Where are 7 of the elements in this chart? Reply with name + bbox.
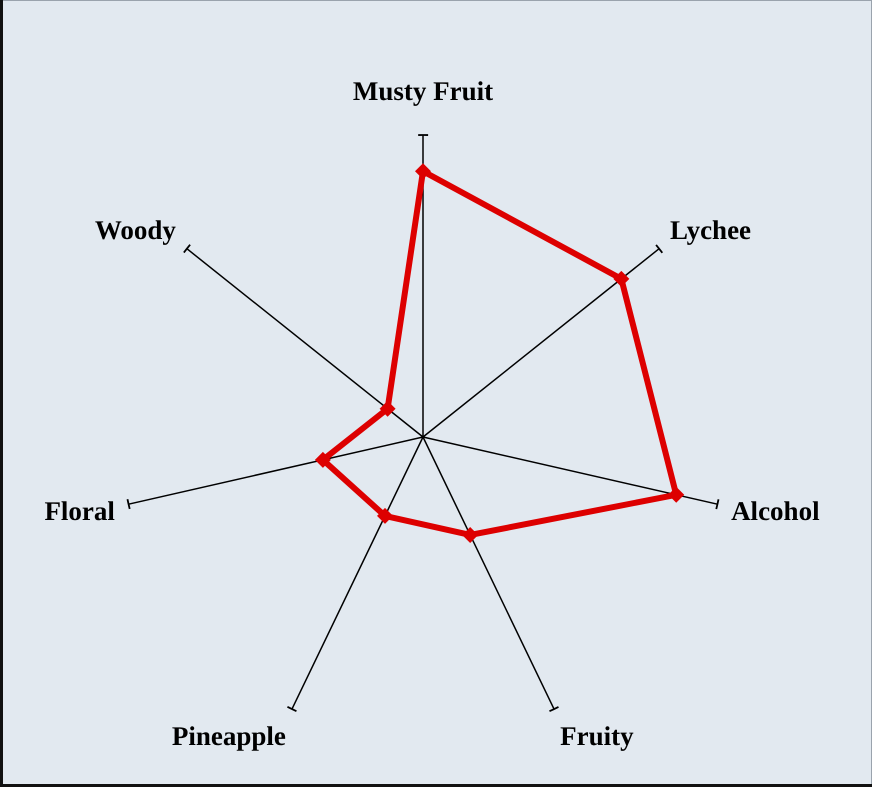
- spoke-label: Alcohol: [731, 496, 820, 526]
- spoke-label: Musty Fruit: [352, 76, 494, 106]
- spoke-label: Fruity: [560, 721, 634, 752]
- spoke-label: Lychee: [670, 215, 752, 245]
- spoke-label: Floral: [44, 496, 116, 526]
- spoke-label: Woody: [94, 215, 176, 245]
- spoke-label: Pineapple: [172, 721, 286, 752]
